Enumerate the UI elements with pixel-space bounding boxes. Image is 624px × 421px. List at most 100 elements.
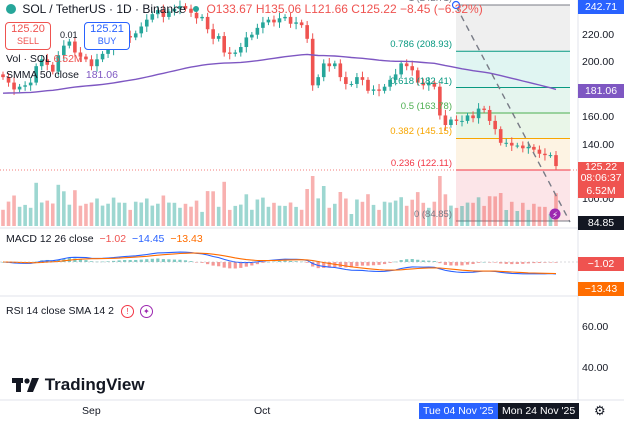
warning-icon[interactable]: ! xyxy=(120,305,134,318)
macd-hist-bar xyxy=(73,258,77,262)
volume-bar xyxy=(250,209,254,226)
candle-body xyxy=(476,108,481,119)
macd-hist-bar xyxy=(349,262,353,268)
volume-bar xyxy=(73,190,77,226)
fib-trend-line[interactable] xyxy=(455,5,571,223)
volume-bar xyxy=(150,205,155,226)
candle-body xyxy=(144,19,149,27)
macd-hist-bar xyxy=(471,262,475,265)
macd-hist-bar xyxy=(139,259,143,262)
macd-hist-bar xyxy=(277,260,282,262)
candle-body xyxy=(233,52,238,54)
candle-body xyxy=(482,108,486,110)
sparkle-icon[interactable]: ✦ xyxy=(139,305,153,318)
rsi-legend[interactable]: RSI 14 close SMA 14 2 ! ✦ xyxy=(6,305,153,318)
candle-body xyxy=(393,74,398,80)
candle-body xyxy=(515,145,520,147)
volume-bar xyxy=(476,197,481,226)
candle-body xyxy=(84,56,88,60)
candle-body xyxy=(427,82,431,86)
symbol-title[interactable]: SOL / TetherUS · 1D · Binance xyxy=(22,2,186,16)
sell-price: 125.20 xyxy=(11,23,45,35)
chart-header: SOL / TetherUS · 1D · Binance O133.67 H1… xyxy=(6,2,483,16)
volume-legend[interactable]: Vol · SOL 6.52M xyxy=(6,53,83,65)
macd-hist-bar xyxy=(366,262,370,266)
macd-hist-bar xyxy=(128,260,132,262)
macd-hist-bar xyxy=(388,262,392,263)
candle-body xyxy=(133,33,138,38)
candle-body xyxy=(200,16,204,19)
macd-hist-bar xyxy=(311,262,315,267)
candle-body xyxy=(100,53,105,60)
candle-body xyxy=(62,45,66,56)
macd-hist-bar xyxy=(432,261,436,262)
macd-hist-bar xyxy=(239,262,243,268)
candle-body xyxy=(139,26,144,34)
sell-button[interactable]: 125.20 SELL xyxy=(5,22,51,50)
macd-hist-bar xyxy=(288,260,293,262)
macd-hist-bar xyxy=(465,262,470,265)
macd-hist-bar xyxy=(167,259,171,262)
volume-bar xyxy=(133,201,138,226)
candle-body xyxy=(244,37,249,48)
candle-body xyxy=(255,27,260,35)
fib-level-label: 1 (242.71) xyxy=(409,0,452,4)
volume-bar xyxy=(23,204,27,226)
candle-body xyxy=(34,66,38,83)
macd-legend[interactable]: MACD 12 26 close −1.02 −14.45 −13.43 xyxy=(6,233,203,245)
fib-level-label: 0.5 (163.78) xyxy=(400,101,452,112)
spread-value: 0.01 xyxy=(60,30,78,40)
macd-hist-bar xyxy=(112,260,116,262)
buy-button[interactable]: 125.21 BUY xyxy=(84,22,130,50)
volume-bar xyxy=(360,201,365,226)
macd-hist-bar xyxy=(526,262,530,264)
macd-hist-bar xyxy=(421,260,425,262)
candle-body xyxy=(465,115,470,121)
macd-hist-bar xyxy=(377,262,381,265)
macd-hist-bar xyxy=(405,259,409,262)
volume-bar xyxy=(537,206,542,226)
live-dot xyxy=(193,6,200,12)
candle-body xyxy=(349,83,354,85)
candle-body xyxy=(67,41,72,46)
candle-body xyxy=(498,129,503,143)
candle-body xyxy=(504,142,509,144)
volume-bar xyxy=(216,206,221,226)
candle-body xyxy=(50,64,55,72)
volume-value: 6.52M xyxy=(53,53,83,65)
volume-bar xyxy=(305,189,309,226)
lightning-icon: ⚡ xyxy=(552,211,558,221)
candle-body xyxy=(471,115,475,119)
volume-bar xyxy=(321,186,326,226)
macd-hist-bar xyxy=(261,262,265,263)
tradingview-logo[interactable]: TradingView xyxy=(12,375,145,397)
candle-body xyxy=(344,77,348,84)
candle-body xyxy=(449,119,453,126)
volume-bar xyxy=(294,206,298,226)
volume-bar xyxy=(432,201,437,226)
candle-body xyxy=(310,38,315,86)
candle-body xyxy=(156,10,160,15)
macd-signal-value: −13.43 xyxy=(170,233,203,245)
fibonacci-retracement[interactable] xyxy=(456,4,570,222)
ohlc-low: L121.66 xyxy=(304,2,348,16)
time-label-oct: Oct xyxy=(254,405,271,417)
smma-price-tag: 181.06 xyxy=(578,84,624,98)
candles xyxy=(1,0,558,171)
macd-hist-bar xyxy=(78,259,83,262)
candle-body xyxy=(410,66,415,71)
settings-gear-icon[interactable]: ⚙ xyxy=(594,403,606,418)
alert-icon[interactable] xyxy=(549,208,561,220)
smma-legend[interactable]: SMMA 50 close 181.06 xyxy=(6,69,118,81)
macd-hist-bar xyxy=(449,262,453,266)
macd-hist-bar xyxy=(117,260,121,262)
candle-body xyxy=(106,49,110,54)
candle-body xyxy=(39,59,44,67)
volume-bar xyxy=(50,203,55,226)
macd-hist-bar xyxy=(161,259,165,262)
macd-hist-bar xyxy=(499,262,503,264)
volume-bar xyxy=(128,209,132,226)
buy-price: 125.21 xyxy=(90,23,124,35)
fib-anchor-top[interactable] xyxy=(451,0,461,10)
